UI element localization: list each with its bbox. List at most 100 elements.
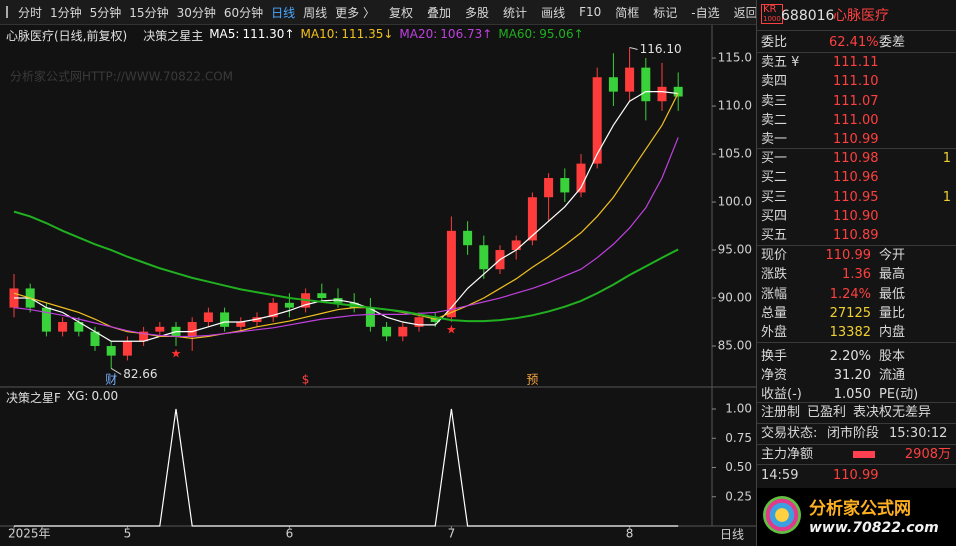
price: 111.10 bbox=[833, 74, 879, 90]
period-tab[interactable]: 更多 〉 bbox=[335, 5, 375, 20]
label: 主力净额 bbox=[761, 447, 814, 462]
signal-star: ★ bbox=[171, 347, 182, 361]
event-marker: 财 bbox=[105, 373, 117, 387]
period-tab[interactable]: 30分钟 bbox=[176, 5, 216, 20]
value: 1.050 bbox=[833, 387, 871, 403]
label: 买二 bbox=[761, 170, 788, 186]
badge: KR 1000 bbox=[761, 4, 783, 24]
tool-button[interactable]: 标记 bbox=[653, 5, 678, 20]
ask-row: 卖二 111.00 bbox=[757, 111, 956, 130]
quote-panel: KR 1000 688016 心脉医疗 委比 62.41% 委差 卖五 ¥111.11 卖四 11… bbox=[756, 0, 956, 546]
period-tab[interactable]: 1分钟 bbox=[50, 5, 82, 20]
candle-body bbox=[625, 67, 635, 92]
legend-value: 95.06↑ bbox=[539, 27, 584, 41]
y-tick-label: 0.75 bbox=[725, 431, 752, 445]
chart: 分析家公式网HTTP://WWW.70822.COM 日线 85.00 90.00… bbox=[0, 25, 756, 542]
candle-body bbox=[106, 346, 116, 356]
label: 净资 bbox=[761, 367, 788, 383]
period-tab[interactable]: 日线 bbox=[271, 5, 296, 20]
stat-row: 换手 2.20% 股本 bbox=[757, 347, 956, 366]
candle-body bbox=[74, 322, 84, 332]
label: 股本 bbox=[879, 348, 906, 364]
event-marker: $ bbox=[302, 373, 310, 387]
divider bbox=[757, 423, 956, 424]
price: 111.07 bbox=[833, 93, 879, 109]
candle-body bbox=[58, 322, 68, 332]
signal-star: ★ bbox=[446, 323, 457, 337]
value: 1.24% bbox=[829, 286, 871, 302]
ask-row: 卖五 ¥ 111.11 bbox=[757, 53, 956, 72]
tool-button[interactable]: 返回 bbox=[733, 5, 758, 20]
tool-button[interactable]: 复权 bbox=[389, 5, 414, 20]
ask-row: 卖四 111.10 bbox=[757, 72, 956, 91]
y-tick-label: 115.0 bbox=[718, 51, 752, 65]
candle-body bbox=[463, 230, 473, 246]
period-tab[interactable]: 周线 bbox=[303, 5, 328, 20]
candle-body bbox=[414, 317, 424, 327]
stock-name: 心脉医疗 bbox=[833, 8, 889, 24]
stat-row: 现价 110.99 今开 bbox=[757, 246, 956, 265]
chart-title: 心脉医疗(日线,前复权) bbox=[6, 29, 128, 43]
y-tick-label: 1.00 bbox=[725, 402, 752, 416]
tool-button[interactable]: 叠加 bbox=[427, 5, 452, 20]
ask-row: 卖一 110.99 bbox=[757, 130, 956, 149]
candle-body bbox=[398, 326, 408, 337]
value: 110.99 bbox=[825, 248, 872, 263]
indicator-value: 0.00 bbox=[91, 389, 119, 403]
chart-legend: 心脉医疗(日线,前复权) 决策之星主 MA5: 111.30↑ MA10: 111.35↓… bbox=[6, 27, 584, 44]
candle-body bbox=[122, 341, 132, 356]
candle-body bbox=[203, 312, 213, 323]
time: 14:59 bbox=[761, 468, 799, 483]
bid-row: 买四 110.90 bbox=[757, 207, 956, 226]
low-pointer bbox=[110, 368, 122, 375]
badge-text: KR bbox=[763, 4, 777, 15]
value: 2.20% bbox=[829, 348, 871, 364]
toolbar: 分时 1分钟 5分钟 15分钟 30分钟 60分钟 日线 周线 更多 〉复权 叠加 多股 统计 画线 F1… bbox=[0, 0, 758, 25]
price: 110.89 bbox=[833, 228, 879, 244]
candle-body bbox=[155, 326, 165, 332]
candle-body bbox=[236, 322, 246, 327]
legend-name: MA20: bbox=[399, 27, 438, 41]
label: 今开 bbox=[879, 248, 906, 263]
price: 110.98 bbox=[833, 151, 879, 166]
period-tab[interactable]: 5分钟 bbox=[89, 5, 122, 20]
menu-icon[interactable] bbox=[6, 6, 8, 18]
tool-button[interactable]: -自选 bbox=[691, 5, 720, 20]
legend-item: MA20: 106.73↑ bbox=[399, 27, 492, 44]
commission-row: 委比 62.41% 委差 bbox=[757, 33, 956, 52]
candle-body bbox=[220, 312, 230, 327]
candle-body bbox=[90, 331, 100, 347]
label: 量比 bbox=[879, 305, 906, 321]
price: 110.99 bbox=[833, 132, 879, 148]
value: 13382 bbox=[829, 325, 871, 341]
event-marker: 预 bbox=[526, 373, 538, 387]
value: 闭市阶段 bbox=[827, 426, 880, 441]
candle-body bbox=[479, 245, 489, 270]
label: 最低 bbox=[879, 286, 906, 302]
period-tab[interactable]: 15分钟 bbox=[129, 5, 169, 20]
label: 收益(-) bbox=[761, 387, 802, 403]
divider bbox=[757, 30, 956, 31]
period-tab[interactable]: 60分钟 bbox=[223, 5, 264, 20]
stat-row: 涨幅 1.24% 最低 bbox=[757, 285, 956, 304]
tool-button[interactable]: 简框 bbox=[615, 5, 640, 20]
tool-button[interactable]: F10 bbox=[579, 5, 602, 19]
period-tab[interactable]: 分时 bbox=[18, 5, 43, 20]
tool-button[interactable]: 多股 bbox=[465, 5, 490, 20]
bid-row: 买五 110.89 bbox=[757, 226, 956, 245]
price: 110.99 bbox=[833, 468, 879, 483]
price: 110.95 bbox=[833, 189, 879, 205]
candle-body bbox=[139, 331, 149, 342]
candle-body bbox=[268, 302, 278, 318]
candle-body bbox=[446, 230, 456, 318]
x-tick-label: 8 bbox=[626, 527, 634, 541]
tool-button[interactable]: 统计 bbox=[503, 5, 528, 20]
bid-row: 买二 110.96 bbox=[757, 168, 956, 187]
legend-item: MA10: 111.35↓ bbox=[301, 27, 394, 44]
y-tick-label: 95.00 bbox=[718, 243, 752, 257]
bar bbox=[853, 451, 875, 458]
stat-row: 收益(-) 1.050 PE(动) bbox=[757, 385, 956, 404]
divider bbox=[757, 148, 956, 149]
tool-button[interactable]: 画线 bbox=[541, 5, 566, 20]
stat-row: 涨跌 1.36 最高 bbox=[757, 265, 956, 284]
